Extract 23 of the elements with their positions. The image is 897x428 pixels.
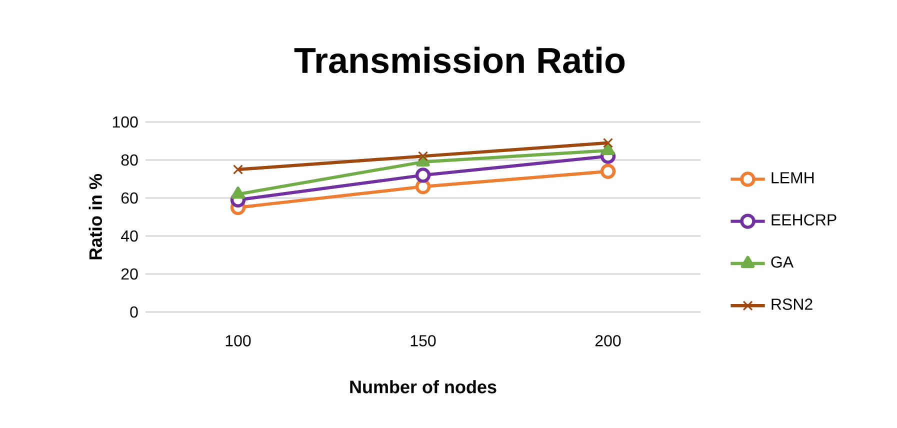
chart-title: Transmission Ratio: [294, 46, 625, 74]
point: [418, 151, 428, 162]
x-tick-label: 200: [595, 335, 621, 346]
x-tick-label: 100: [226, 335, 251, 346]
point: [602, 138, 614, 148]
legend-label: EEHCRP: [772, 214, 836, 226]
y-axis-title: Ratio in %: [88, 174, 102, 260]
legend-label: GA: [771, 256, 794, 268]
y-tick-label: 20: [121, 268, 138, 280]
y-tick-label: 60: [121, 192, 138, 204]
point: [601, 142, 615, 156]
y-tick-label: 0: [130, 306, 138, 318]
point: [600, 164, 616, 179]
x-tick-label: 150: [410, 335, 436, 346]
legend-label: RSN2: [772, 298, 812, 310]
legend-label: LEMH: [772, 172, 814, 184]
point: [232, 164, 244, 175]
x-axis-title: Number of nodes: [350, 380, 496, 394]
point: [415, 168, 431, 183]
y-tick-label: 80: [121, 154, 138, 166]
y-tick-label: 100: [112, 116, 138, 128]
y-tick-label: 40: [121, 230, 138, 242]
point: [231, 186, 245, 199]
